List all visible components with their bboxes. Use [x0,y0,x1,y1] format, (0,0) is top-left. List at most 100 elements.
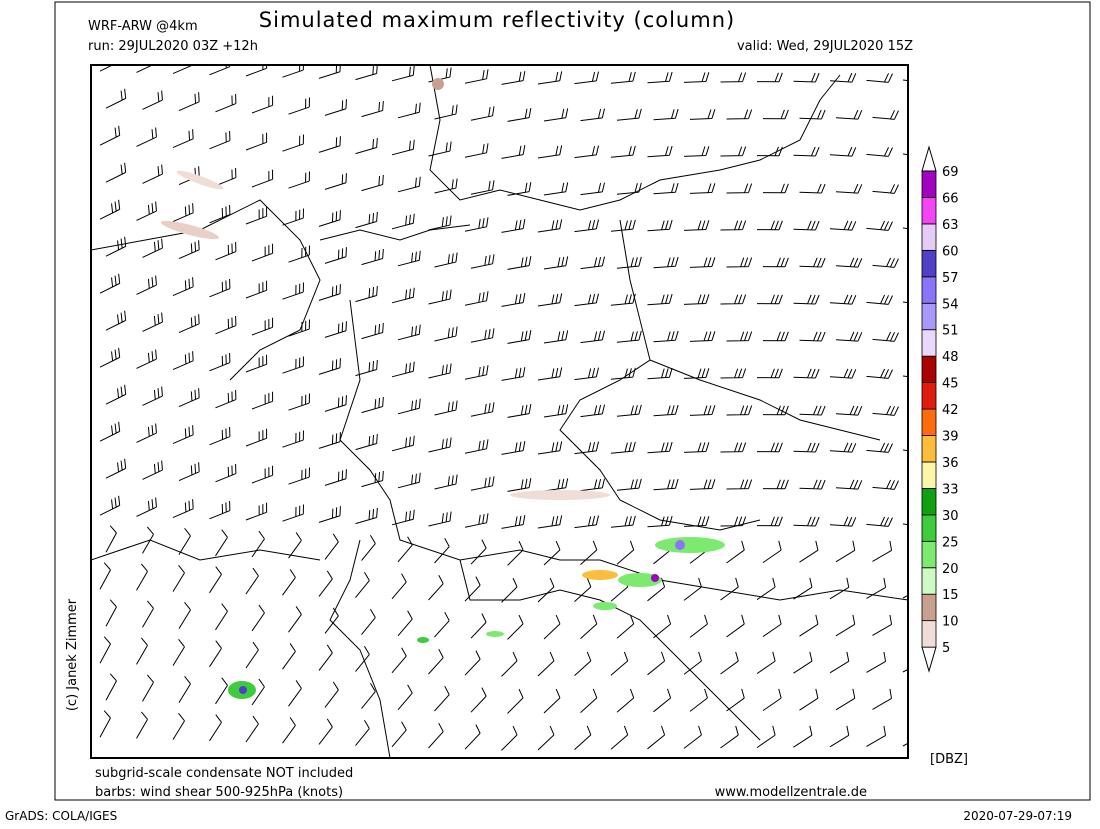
wind-barb [902,79,908,82]
wind-barb [537,651,555,677]
wind-barb [434,178,458,194]
wind-barb [361,535,376,561]
echo [486,631,504,637]
wind-barb [799,688,819,711]
wind-barb [391,647,407,674]
wind-barb [756,442,783,453]
title: Simulated maximum reflectivity (column) [259,8,735,32]
wind-barb [288,393,310,411]
wind-barb [829,442,857,453]
wind-barb [142,386,163,406]
wind-barb [610,651,629,676]
wind-barb [689,688,708,712]
coastline [459,559,761,741]
wind-barb [616,688,635,713]
wind-barb [610,367,636,380]
wind-barb [178,676,191,703]
wind-barb [580,108,606,122]
wind-barb [318,570,333,597]
wind-barb [762,688,782,712]
map [90,64,909,759]
wind-barb [470,476,495,491]
wind-barb [835,614,856,637]
wind-barb [574,71,600,85]
wind-barb [209,65,231,76]
wind-barb [872,540,893,562]
wind-barb [543,614,561,640]
wind-barb [653,256,679,269]
wind-barb [391,721,407,748]
wind-barb [428,511,452,527]
wind-barb [507,688,524,714]
wind-barb [142,90,163,110]
wind-barb [683,146,710,157]
wind-barb [543,404,569,418]
wind-barb [726,183,753,194]
wind-barb [282,208,304,226]
wind-barb [282,717,296,744]
wind-barb [689,614,708,638]
wind-barb [355,137,378,155]
wind-barb [288,606,302,633]
wind-barb [501,293,526,307]
wind-barb [318,136,341,153]
wind-barb [835,479,863,490]
wind-barb [209,566,222,594]
wind-barb [762,540,782,564]
wind-barb [616,182,642,195]
wind-barb [391,213,415,230]
wind-barb [683,220,710,231]
colorbar-label: 20 [942,562,959,577]
wind-barb [872,331,899,342]
wind-barb [689,183,716,194]
wind-barb [245,641,259,669]
wind-barb [829,146,857,157]
wind-barb [464,513,489,528]
wind-barbs [99,65,908,751]
wind-barb [616,540,635,565]
wind-barb [580,688,598,713]
wind-barb [142,164,163,184]
wind-barb [288,245,310,263]
wind-barb [543,256,569,270]
wind-barb [355,720,370,746]
wind-barb [99,495,121,516]
wind-barb [209,204,231,224]
wind-barb [209,426,231,446]
wind-barb [762,257,789,268]
wind-barb [136,563,148,591]
colorbar-box [921,197,937,225]
wind-barb [507,478,532,492]
colorbar-label: 42 [942,403,959,418]
echo [651,574,659,582]
echo [582,570,618,580]
wind-barb [361,248,384,266]
wind-barb [689,405,716,416]
wind-barb [756,516,783,527]
wind-barb [829,72,857,83]
wind-barb [324,395,347,412]
wind-barb [142,238,163,258]
wind-barb [610,515,636,528]
wind-barb [647,515,673,528]
wind-barb [470,539,487,565]
wind-barb [355,65,378,81]
wind-barb [872,257,899,268]
wind-barb [172,277,194,297]
wind-barb [835,257,863,268]
colorbar: 5 10 15 20 25 30 33 36 39 42 45 48 51 54 57 60 63 66 69 [921,145,959,673]
wind-barb [355,646,370,672]
wind-barb [902,742,908,747]
wind-barb [647,71,673,84]
wind-barb [136,275,157,295]
wind-barb [580,478,606,492]
wind-barb [543,182,569,196]
wind-barb [829,516,857,527]
colorbar-box [921,540,937,569]
wind-barb [288,97,310,115]
colorbar-label: 66 [942,191,959,206]
footnote: subgrid-scale condensate NOT included [95,766,353,781]
wind-barb [726,688,745,712]
wind-barb [318,210,341,227]
wind-barb [361,396,384,414]
